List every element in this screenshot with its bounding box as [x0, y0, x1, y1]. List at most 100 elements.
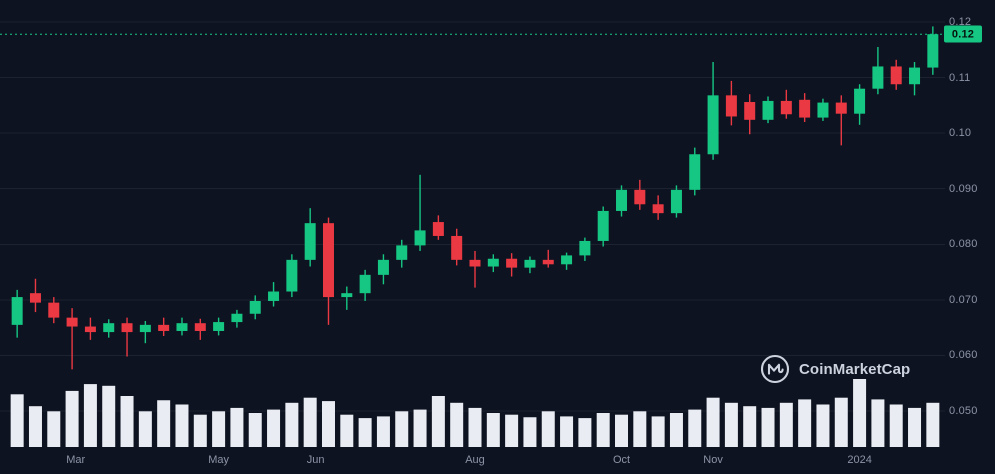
candle-down: [29, 293, 41, 303]
candle-down: [121, 323, 133, 333]
x-axis-label: Aug: [465, 454, 485, 466]
x-axis[interactable]: Mar May Jun Aug Oct Nov 2024: [0, 448, 995, 474]
volume-bar: [615, 414, 629, 447]
candle-up: [396, 245, 408, 260]
candle-up: [487, 258, 499, 267]
candle-up: [707, 95, 719, 155]
candle-up: [414, 230, 426, 246]
candle-up: [213, 322, 225, 331]
candle-up: [268, 291, 280, 301]
volume-bar: [706, 397, 720, 447]
candle-up: [854, 88, 866, 114]
candle-up: [304, 223, 316, 260]
volume-bar: [486, 413, 500, 447]
x-axis-label: 2024: [847, 454, 872, 466]
x-axis-label: May: [208, 454, 229, 466]
volume-bar: [321, 401, 335, 447]
candle-down: [835, 102, 847, 114]
volume-bar: [138, 411, 152, 447]
candle-up: [561, 255, 573, 265]
candle-up: [909, 67, 921, 85]
volume-bar: [908, 407, 922, 447]
candle-down: [799, 99, 811, 118]
volume-bar: [102, 385, 116, 447]
y-axis[interactable]: 0.12 0.11 0.10 0.090 0.080 0.070 0.060 0.050: [945, 0, 995, 474]
candle-up: [286, 259, 298, 292]
volume-bar: [358, 418, 372, 447]
candle-down: [506, 258, 518, 268]
volume-bar: [83, 384, 97, 447]
volume-bar: [779, 402, 793, 447]
candle-up: [689, 154, 701, 190]
candle-down: [542, 259, 554, 265]
volume-bar: [120, 396, 134, 447]
candle-up: [872, 66, 884, 89]
volume-bar: [157, 400, 171, 447]
candle-up: [359, 274, 371, 294]
candle-up: [927, 34, 939, 68]
candle-down: [744, 102, 756, 120]
volume-bar: [523, 417, 537, 447]
watermark: CoinMarketCap: [760, 353, 910, 385]
candle-down: [780, 100, 792, 115]
volume-bar: [267, 409, 281, 447]
y-axis-label: 0.060: [949, 349, 978, 362]
candle-up: [176, 323, 188, 331]
candle-up: [579, 240, 591, 256]
volume-bar: [560, 416, 574, 447]
y-axis-label: 0.10: [949, 127, 972, 140]
candle-up: [377, 259, 389, 275]
volume-bar: [871, 399, 885, 447]
candle-down: [66, 317, 78, 327]
volume-bar: [193, 414, 207, 447]
candle-up: [616, 189, 628, 211]
volume-bar: [431, 396, 445, 447]
volume-bar: [926, 402, 940, 447]
y-axis-label: 0.090: [949, 182, 978, 195]
volume-bar: [413, 409, 427, 447]
volume-bar: [47, 411, 61, 447]
volume-bar: [834, 397, 848, 447]
candle-down: [48, 302, 60, 318]
x-axis-label: Nov: [703, 454, 723, 466]
volume-bar: [816, 404, 830, 447]
y-axis-label: 0.080: [949, 238, 978, 251]
candle-down: [652, 204, 664, 214]
volume-bar: [889, 404, 903, 447]
volume-bar: [340, 414, 354, 447]
volume-bar: [651, 416, 665, 447]
volume-bar: [633, 411, 647, 447]
x-axis-label: Mar: [66, 454, 86, 466]
volume-bar: [10, 394, 24, 447]
y-axis-label: 0.12: [949, 16, 972, 28]
volume-bar: [303, 397, 317, 447]
candle-up: [249, 300, 261, 314]
candle-up: [341, 293, 353, 298]
x-axis-label: Jun: [306, 454, 325, 466]
candle-down: [890, 66, 902, 85]
volume-bar: [578, 418, 592, 447]
candle-up: [139, 324, 151, 333]
candle-down: [469, 259, 481, 267]
y-axis-label: 0.050: [949, 405, 978, 417]
volume-bar: [248, 413, 262, 447]
volume-bar: [688, 409, 702, 447]
candle-up: [597, 210, 609, 241]
candle-up: [762, 100, 774, 120]
volume-bar: [743, 406, 757, 447]
candle-down: [84, 326, 96, 333]
candle-up: [231, 313, 243, 323]
candle-up: [103, 323, 115, 333]
volume-bar: [285, 402, 299, 447]
volume-bar: [28, 406, 42, 447]
volume-bar: [395, 411, 409, 447]
current-price-badge: 0.12: [944, 25, 982, 43]
watermark-text: CoinMarketCap: [799, 360, 911, 378]
volume-bar: [468, 407, 482, 447]
candle-up: [524, 259, 536, 268]
candle-down: [322, 223, 334, 298]
volume-bar: [669, 413, 683, 447]
candle-down: [634, 189, 646, 205]
